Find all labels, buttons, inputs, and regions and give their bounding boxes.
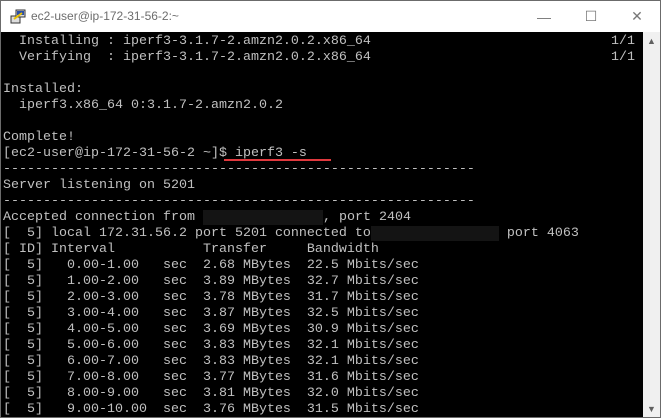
- terminal-line: [ 5] 5.00-6.00 sec 3.83 MBytes 32.1 Mbit…: [3, 338, 419, 354]
- terminal-line: [ 5] 0.00-1.00 sec 2.68 MBytes 22.5 Mbit…: [3, 258, 419, 274]
- terminal-line: [ 5] 7.00-8.00 sec 3.77 MBytes 31.6 Mbit…: [3, 370, 419, 386]
- terminal-line: Accepted connection from , port 2404: [3, 210, 411, 226]
- terminal-line-text: [ 5] 5.00-6.00 sec 3.83 MBytes 32.1 Mbit…: [3, 338, 419, 353]
- scroll-up-icon[interactable]: ▲: [647, 35, 656, 46]
- maximize-button[interactable]: ☐: [584, 8, 598, 24]
- terminal-line: Installing : iperf3-3.1.7-2.amzn2.0.2.x8…: [3, 34, 371, 50]
- minimize-button[interactable]: —: [537, 8, 551, 25]
- terminal-line-text: Installing : iperf3-3.1.7-2.amzn2.0.2.x8…: [3, 34, 371, 49]
- terminal-line-text: , port 2404: [322, 210, 411, 225]
- terminal-line: [ 5] 1.00-2.00 sec 3.89 MBytes 32.7 Mbit…: [3, 274, 419, 290]
- terminal-line-text: [ 5] 4.00-5.00 sec 3.69 MBytes 30.9 Mbit…: [3, 322, 419, 337]
- terminal-line-text: [ 5] local 172.31.56.2 port 5201 connect…: [3, 226, 371, 241]
- progress-count: 1/1: [611, 50, 635, 65]
- command-highlight-underline: [224, 159, 331, 161]
- terminal-line-text: [ ID] Interval Transfer Bandwidth: [3, 242, 379, 257]
- terminal-line-text: [ 5] 9.00-10.00 sec 3.76 MBytes 31.5 Mbi…: [3, 402, 419, 417]
- terminal-line-text: iperf3.x86_64 0:3.1.7-2.amzn2.0.2: [3, 98, 283, 113]
- terminal-line: [ 5] 3.00-4.00 sec 3.87 MBytes 32.5 Mbit…: [3, 306, 419, 322]
- terminal-line-text: Server listening on 5201: [3, 178, 195, 193]
- terminal-line-text: Installed:: [3, 82, 83, 97]
- terminal-line-text: [ 5] 1.00-2.00 sec 3.89 MBytes 32.7 Mbit…: [3, 274, 419, 289]
- terminal-line-text: port 4063: [498, 226, 579, 241]
- vertical-scrollbar[interactable]: ▲ ▼: [643, 32, 660, 417]
- terminal-line: iperf3.x86_64 0:3.1.7-2.amzn2.0.2: [3, 98, 283, 114]
- terminal-output[interactable]: Installing : iperf3-3.1.7-2.amzn2.0.2.x8…: [1, 32, 643, 417]
- terminal-line: [ec2-user@ip-172-31-56-2 ~]$ iperf3 -s: [3, 146, 307, 162]
- terminal-line: Complete!: [3, 130, 75, 146]
- terminal-line: Server listening on 5201: [3, 178, 195, 194]
- terminal-line-text: Complete!: [3, 130, 75, 145]
- terminal-line: [ ID] Interval Transfer Bandwidth: [3, 242, 379, 258]
- terminal-line-text: [ 5] 7.00-8.00 sec 3.77 MBytes 31.6 Mbit…: [3, 370, 419, 385]
- putty-icon: [10, 9, 26, 24]
- terminal-line: [ 5] 8.00-9.00 sec 3.81 MBytes 32.0 Mbit…: [3, 386, 419, 402]
- terminal-line-text: Accepted connection from: [3, 210, 203, 225]
- scroll-down-icon[interactable]: ▼: [647, 403, 656, 414]
- terminal-line-text: ----------------------------------------…: [3, 194, 475, 209]
- title-bar[interactable]: ec2-user@ip-172-31-56-2:~ — ☐ ✕: [1, 1, 660, 32]
- redacted-ip-address: [202, 210, 323, 225]
- terminal-line: Installed:: [3, 82, 83, 98]
- terminal-line: [ 5] 6.00-7.00 sec 3.83 MBytes 32.1 Mbit…: [3, 354, 419, 370]
- terminal-line-text: ----------------------------------------…: [3, 162, 475, 177]
- terminal-line-text: Verifying : iperf3-3.1.7-2.amzn2.0.2.x86…: [3, 50, 371, 65]
- terminal-line-text: [ 5] 0.00-1.00 sec 2.68 MBytes 22.5 Mbit…: [3, 258, 419, 273]
- terminal-line: Verifying : iperf3-3.1.7-2.amzn2.0.2.x86…: [3, 50, 371, 66]
- close-button[interactable]: ✕: [631, 8, 643, 24]
- terminal-line: [ 5] local 172.31.56.2 port 5201 connect…: [3, 226, 579, 242]
- terminal-line: ----------------------------------------…: [3, 162, 475, 178]
- terminal-line-text: [ 5] 8.00-9.00 sec 3.81 MBytes 32.0 Mbit…: [3, 386, 419, 401]
- progress-count: 1/1: [611, 34, 635, 49]
- terminal-line: [ 5] 9.00-10.00 sec 3.76 MBytes 31.5 Mbi…: [3, 402, 419, 417]
- terminal-line-text: [ec2-user@ip-172-31-56-2 ~]$ iperf3 -s: [3, 146, 307, 161]
- redacted-ip-address: [370, 226, 499, 241]
- terminal-line: ----------------------------------------…: [3, 194, 475, 210]
- terminal-line-text: [ 5] 6.00-7.00 sec 3.83 MBytes 32.1 Mbit…: [3, 354, 419, 369]
- terminal-line: [ 5] 4.00-5.00 sec 3.69 MBytes 30.9 Mbit…: [3, 322, 419, 338]
- terminal-line-text: [ 5] 3.00-4.00 sec 3.87 MBytes 32.5 Mbit…: [3, 306, 419, 321]
- terminal-line: [ 5] 2.00-3.00 sec 3.78 MBytes 31.7 Mbit…: [3, 290, 419, 306]
- window-title: ec2-user@ip-172-31-56-2:~: [31, 9, 179, 23]
- terminal-line-text: [ 5] 2.00-3.00 sec 3.78 MBytes 31.7 Mbit…: [3, 290, 419, 305]
